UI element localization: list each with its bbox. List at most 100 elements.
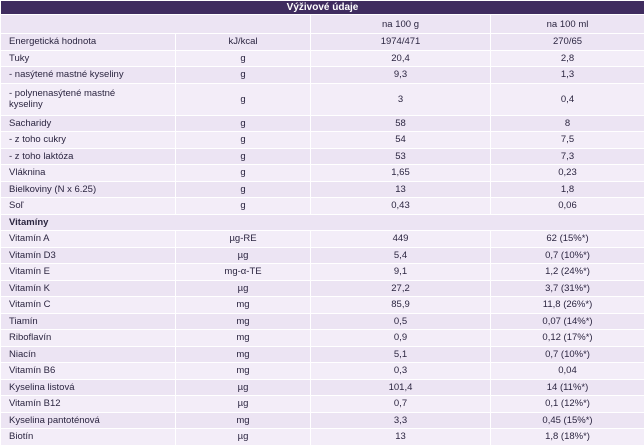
value-per-100g: 449 — [310, 230, 491, 248]
unit: µg-RE — [175, 230, 311, 248]
value-per-100ml: 62 (15%*) — [489, 230, 644, 248]
value-per-100ml: 1,3 — [489, 66, 644, 84]
unit: mg-α-TE — [175, 263, 311, 281]
value-per-100g: 54 — [310, 131, 491, 149]
value-per-100g: 9,1 — [310, 263, 491, 281]
value-per-100ml: 0,7 (10%*) — [489, 246, 644, 264]
value-per-100g: 9,3 — [310, 66, 491, 84]
table-row: Vitamín B12 µg 0,7 0,1 (12%*) — [0, 395, 644, 413]
column-header-row: na 100 g na 100 ml — [0, 14, 644, 34]
value-per-100ml: 7,3 — [489, 147, 644, 165]
unit: g — [175, 82, 311, 116]
value-per-100g: 5,4 — [310, 246, 491, 264]
table-row: Riboflavín mg 0,9 0,12 (17%*) — [0, 329, 644, 347]
nutrient-name: Tiamín — [0, 312, 176, 330]
value-per-100g: 58 — [310, 114, 491, 132]
section-label: Vitamíny — [0, 213, 644, 231]
table-row: Soľ g 0,43 0,06 — [0, 197, 644, 215]
unit: kJ/kcal — [175, 33, 311, 51]
unit: mg — [175, 329, 311, 347]
unit: mg — [175, 296, 311, 314]
column-header: na 100 ml — [489, 14, 644, 34]
nutrient-name: Vitamín B6 — [0, 362, 176, 380]
value-per-100g: 27,2 — [310, 279, 491, 297]
table-title: Výživové údaje — [0, 0, 644, 15]
nutrient-name: Sacharidy — [0, 114, 176, 132]
nutrient-name: Biotín — [0, 428, 176, 446]
nutrient-name: Tuky — [0, 49, 176, 67]
unit: µg — [175, 395, 311, 413]
unit: mg — [175, 345, 311, 363]
value-per-100ml: 1,8 — [489, 180, 644, 198]
value-per-100g: 5,1 — [310, 345, 491, 363]
table-row: Vitamín D3 µg 5,4 0,7 (10%*) — [0, 246, 644, 264]
value-per-100ml: 14 (11%*) — [489, 378, 644, 396]
nutrient-name: Vitamín A — [0, 230, 176, 248]
value-per-100g: 0,9 — [310, 329, 491, 347]
unit: g — [175, 114, 311, 132]
nutrient-name: Vláknina — [0, 164, 176, 182]
nutrient-name: Vitamín K — [0, 279, 176, 297]
table-row: Tiamín mg 0,5 0,07 (14%*) — [0, 312, 644, 330]
unit: mg — [175, 312, 311, 330]
value-per-100ml: 8 — [489, 114, 644, 132]
value-per-100ml: 0,1 (12%*) — [489, 395, 644, 413]
value-per-100ml: 0,12 (17%*) — [489, 329, 644, 347]
table-row: Niacín mg 5,1 0,7 (10%*) — [0, 345, 644, 363]
value-per-100ml: 1,8 (18%*) — [489, 428, 644, 446]
value-per-100ml: 0,7 (10%*) — [489, 345, 644, 363]
value-per-100ml: 0,07 (14%*) — [489, 312, 644, 330]
nutrient-name: - nasýtené mastné kyseliny — [0, 66, 176, 84]
unit: µg — [175, 246, 311, 264]
unit: g — [175, 164, 311, 182]
nutrient-name: - z toho cukry — [0, 131, 176, 149]
value-per-100g: 0,5 — [310, 312, 491, 330]
nutrient-name: Riboflavín — [0, 329, 176, 347]
table-row: Kyselina pantoténová mg 3,3 0,45 (15%*) — [0, 411, 644, 429]
unit: g — [175, 49, 311, 67]
table-row: - z toho cukry g 54 7,5 — [0, 131, 644, 149]
value-per-100ml: 2,8 — [489, 49, 644, 67]
table-row: Vitamín B6 mg 0,3 0,04 — [0, 362, 644, 380]
value-per-100g: 0,3 — [310, 362, 491, 380]
table-row: Energetická hodnota kJ/kcal 1974/471 270/65 — [0, 33, 644, 51]
value-per-100g: 3 — [310, 82, 491, 116]
value-per-100ml: 270/65 — [489, 33, 644, 51]
nutrient-name: - z toho laktóza — [0, 147, 176, 165]
nutrient-name: Niacín — [0, 345, 176, 363]
value-per-100g: 13 — [310, 180, 491, 198]
value-per-100ml: 11,8 (26%*) — [489, 296, 644, 314]
value-per-100g: 53 — [310, 147, 491, 165]
nutrient-name: Vitamín C — [0, 296, 176, 314]
table-row: Bielkoviny (N x 6.25) g 13 1,8 — [0, 180, 644, 198]
nutrient-name: Kyselina pantoténová — [0, 411, 176, 429]
unit: µg — [175, 428, 311, 446]
value-per-100g: 0,43 — [310, 197, 491, 215]
table-row: - nasýtené mastné kyseliny g 9,3 1,3 — [0, 66, 644, 84]
unit: g — [175, 180, 311, 198]
unit: µg — [175, 279, 311, 297]
value-per-100g: 101,4 — [310, 378, 491, 396]
value-per-100g: 13 — [310, 428, 491, 446]
value-per-100ml: 3,7 (31%*) — [489, 279, 644, 297]
nutrient-name: Kyselina listová — [0, 378, 176, 396]
value-per-100g: 1974/471 — [310, 33, 491, 51]
value-per-100g: 85,9 — [310, 296, 491, 314]
nutrient-name: Vitamín D3 — [0, 246, 176, 264]
table-row: Kyselina listová µg 101,4 14 (11%*) — [0, 378, 644, 396]
unit: g — [175, 131, 311, 149]
value-per-100ml: 1,2 (24%*) — [489, 263, 644, 281]
unit: g — [175, 197, 311, 215]
unit: g — [175, 66, 311, 84]
nutrient-name: Bielkoviny (N x 6.25) — [0, 180, 176, 198]
unit: µg — [175, 378, 311, 396]
nutrient-name: - polynenasýtené mastné kyseliny — [0, 82, 176, 116]
table-row: Vitamíny — [0, 213, 644, 231]
table-row: Vláknina g 1,65 0,23 — [0, 164, 644, 182]
value-per-100ml: 0,4 — [489, 82, 644, 116]
